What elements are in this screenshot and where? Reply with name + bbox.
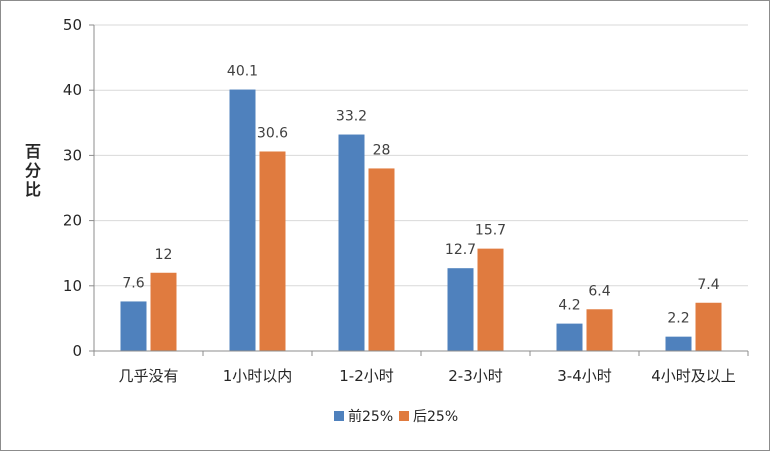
bar-series-1 xyxy=(338,134,365,351)
bar-series-2 xyxy=(368,168,395,351)
y-axis-ticks: 0 10 20 30 40 50 xyxy=(63,16,95,360)
legend-swatch xyxy=(399,411,409,421)
y-tick-label: 0 xyxy=(72,342,82,360)
data-label: 15.7 xyxy=(475,223,506,239)
x-category-label: 1小时以内 xyxy=(223,367,293,385)
gridlines xyxy=(94,24,748,352)
data-label: 40.1 xyxy=(227,64,258,80)
bar-series-2 xyxy=(695,302,722,351)
data-label: 12 xyxy=(155,247,173,263)
y-tick-label: 50 xyxy=(63,16,82,34)
legend-label: 后25% xyxy=(413,409,458,425)
legend-swatch xyxy=(334,411,344,421)
legend-label: 前25% xyxy=(348,408,393,425)
x-category-label: 2-3小时 xyxy=(448,367,503,385)
bar-series-1 xyxy=(229,89,256,351)
y-axis-title-text: 百分比 xyxy=(25,142,41,199)
y-tick-label: 20 xyxy=(63,212,82,230)
bar-series-2 xyxy=(259,151,286,351)
x-category-label: 几乎没有 xyxy=(118,367,178,385)
y-axis-title: 百分比 xyxy=(25,142,41,199)
data-label: 7.6 xyxy=(122,275,144,291)
y-tick-label: 40 xyxy=(63,81,82,99)
bar-series-1 xyxy=(556,323,583,351)
x-category-label: 3-4小时 xyxy=(557,367,612,385)
x-category-label: 1-2小时 xyxy=(339,367,394,385)
y-tick-label: 10 xyxy=(63,277,82,295)
data-label: 6.4 xyxy=(588,283,610,299)
bar-series-2 xyxy=(477,248,504,351)
legend: 前25% 后25% xyxy=(334,408,458,425)
data-label: 4.2 xyxy=(558,298,580,314)
data-label: 30.6 xyxy=(257,125,288,141)
data-label: 28 xyxy=(373,142,391,158)
y-tick-label: 30 xyxy=(63,146,82,164)
bar-series-2 xyxy=(586,309,613,351)
x-category-label: 4小时及以上 xyxy=(651,367,736,385)
data-label: 33.2 xyxy=(336,109,367,125)
data-label: 7.4 xyxy=(697,277,719,293)
bars xyxy=(120,89,722,351)
bar-series-1 xyxy=(120,301,147,351)
bar-series-1 xyxy=(665,336,692,351)
bar-series-1 xyxy=(447,268,474,351)
x-axis-categories: 几乎没有 1小时以内 1-2小时 2-3小时 3-4小时 4小时及以上 xyxy=(93,350,749,385)
bar-series-2 xyxy=(150,272,177,351)
data-label: 12.7 xyxy=(445,242,476,258)
data-label: 2.2 xyxy=(667,311,689,327)
data-labels: 7.6 12 40.1 30.6 33.2 28 12.7 15.7 4.2 6.4 2.2 7.4 xyxy=(122,64,719,327)
